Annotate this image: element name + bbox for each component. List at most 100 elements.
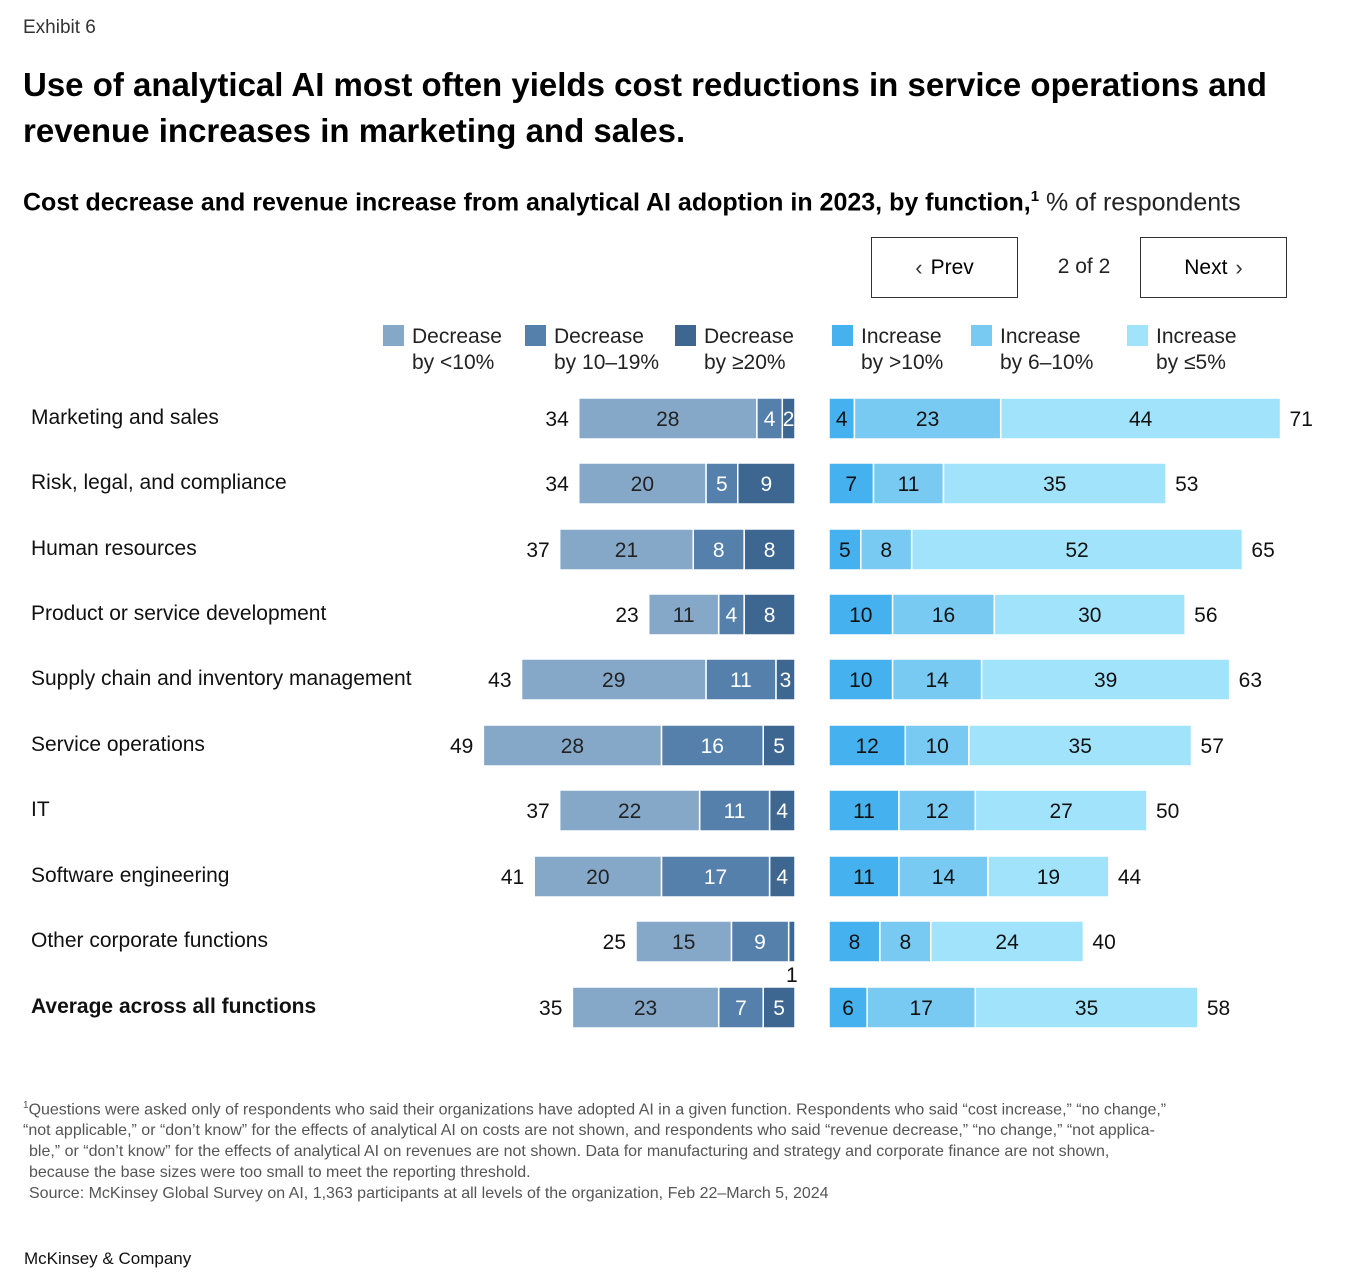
legend-item: Increase by ≤5% <box>1127 324 1237 376</box>
legend-label: Increase by >10% <box>861 325 944 374</box>
bar-value-label: 39 <box>1094 669 1117 692</box>
prev-button[interactable]: ‹ Prev <box>871 237 1018 298</box>
bar-value-label: 5 <box>773 735 785 758</box>
bar-segment-increase <box>898 789 977 832</box>
bar-segment-decrease <box>660 855 771 898</box>
decrease-total-label: 49 <box>450 735 473 758</box>
bar-segment-decrease <box>558 528 694 571</box>
chart-subtitle: Cost decrease and revenue increase from … <box>23 188 1241 217</box>
bar-segment-decrease <box>787 920 796 963</box>
bar-segment-increase <box>999 397 1282 440</box>
bar-segment-increase <box>872 462 945 505</box>
decrease-total-label: 37 <box>526 539 549 562</box>
increase-total-label: 44 <box>1118 866 1142 889</box>
next-label: Next <box>1184 255 1228 279</box>
bar-segment-decrease <box>730 920 790 963</box>
exhibit-number: Exhibit 6 <box>23 17 96 38</box>
source-note: Source: McKinsey Global Survey on AI, 1,… <box>29 1185 829 1203</box>
bar-value-label: 14 <box>925 669 949 692</box>
bar-value-label: 35 <box>1043 473 1066 496</box>
bar-value-label: 11 <box>898 473 920 496</box>
bar-value-label: 52 <box>1065 539 1088 562</box>
bar-value-label: 5 <box>839 539 851 562</box>
bar-segment-decrease <box>635 920 733 963</box>
legend-label: Decrease by 10–19% <box>554 325 660 374</box>
bar-value-label: 30 <box>1078 604 1101 627</box>
legend-label: Increase by 6–10% <box>1000 325 1094 374</box>
bar-segment-increase <box>891 658 983 701</box>
bar-value-label: 8 <box>764 539 776 562</box>
footnote-marker: 1 <box>23 1100 29 1111</box>
bar-value-label: 10 <box>925 735 948 758</box>
decrease-total-label: 34 <box>545 473 569 496</box>
legend-item: Increase by >10% <box>832 324 943 376</box>
decrease-total-label: 35 <box>539 997 562 1020</box>
legend-swatch <box>971 325 992 346</box>
increase-total-label: 56 <box>1194 604 1217 627</box>
chevron-left-icon: ‹ <box>915 254 923 280</box>
bar-segment-decrease <box>768 789 796 832</box>
bar-value-label: 10 <box>849 604 872 627</box>
increase-total-label: 57 <box>1201 735 1224 758</box>
bar-value-label: 11 <box>853 866 875 889</box>
bar-segment-decrease <box>558 789 701 832</box>
footnote-line: 1Questions were asked only of respondent… <box>23 1100 1167 1119</box>
bar-segment-decrease <box>578 397 758 440</box>
bar-segment-increase <box>828 986 868 1029</box>
bar-segment-decrease <box>717 986 764 1029</box>
decrease-total-label: 23 <box>615 604 638 627</box>
bar-value-label: 7 <box>845 473 857 496</box>
bar-value-label: 20 <box>586 866 609 889</box>
bar-segment-increase <box>993 593 1186 636</box>
bar-value-label: 28 <box>656 408 679 431</box>
category-label: Service operations <box>31 732 205 756</box>
bar-segment-increase <box>987 855 1110 898</box>
legend-label: Increase by ≤5% <box>1156 325 1237 374</box>
bar-segment-increase <box>860 528 913 571</box>
bar-segment-increase <box>930 920 1085 963</box>
bar-value-label: 1 <box>786 964 798 987</box>
bar-value-label: 17 <box>704 866 727 889</box>
decrease-total-label: 37 <box>526 800 549 823</box>
legend-label: Decrease by ≥20% <box>704 325 794 374</box>
decrease-total-label: 25 <box>603 931 626 954</box>
legend-item: Decrease by <10% <box>383 324 502 376</box>
footnote: 1Questions were asked only of respondent… <box>23 1095 1323 1204</box>
bar-segment-decrease <box>705 462 739 505</box>
bar-segment-increase <box>828 789 900 832</box>
footnote-line: “not applicable,” or “don’t know” for th… <box>23 1122 1155 1140</box>
increase-total-label: 63 <box>1239 669 1262 692</box>
bar-value-label: 4 <box>776 866 788 889</box>
bar-value-label: 11 <box>673 604 695 627</box>
prev-label: Prev <box>930 255 974 279</box>
bar-value-label: 6 <box>842 997 854 1020</box>
bar-value-label: 19 <box>1037 866 1060 889</box>
bar-segment-increase <box>968 724 1193 767</box>
footnote-ref[interactable]: 1 <box>1030 188 1040 205</box>
bar-segment-increase <box>828 397 856 440</box>
bar-value-label: 8 <box>880 539 892 562</box>
bar-segment-decrease <box>717 593 745 636</box>
bar-segment-increase <box>828 855 900 898</box>
bar-value-label: 12 <box>925 800 948 823</box>
bar-segment-increase <box>910 528 1244 571</box>
next-button[interactable]: Next › <box>1140 237 1287 298</box>
bar-segment-increase <box>828 920 881 963</box>
legend-swatch <box>525 325 546 346</box>
category-label: Marketing and sales <box>31 405 219 429</box>
bar-segment-decrease <box>520 658 707 701</box>
category-label: IT <box>31 797 50 821</box>
bar-segment-increase <box>828 462 875 505</box>
bar-value-label: 22 <box>618 800 641 823</box>
category-label: Product or service development <box>31 601 327 625</box>
bar-value-label: 10 <box>849 669 872 692</box>
bar-value-label: 9 <box>761 473 773 496</box>
bar-value-label: 44 <box>1129 408 1153 431</box>
bar-segment-decrease <box>743 528 796 571</box>
chevron-right-icon: › <box>1235 254 1243 280</box>
page-indicator: 2 of 2 <box>1057 255 1111 278</box>
decrease-total-label: 41 <box>501 866 524 889</box>
bar-segment-decrease <box>571 986 720 1029</box>
increase-total-label: 65 <box>1251 539 1274 562</box>
